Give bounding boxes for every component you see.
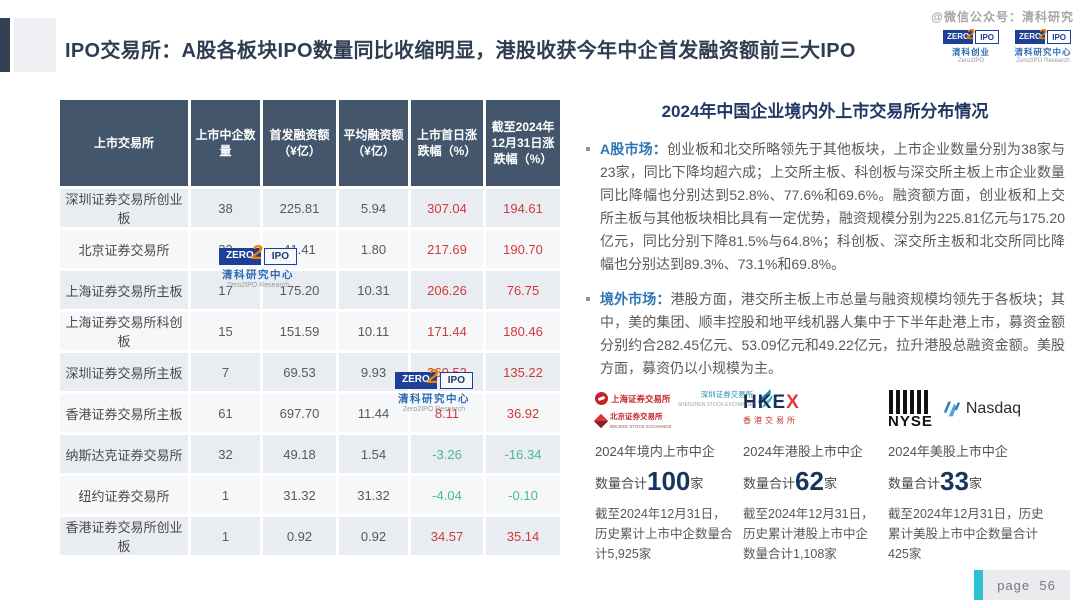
bse-logo: 北京证券交易所 BEIJING STOCK EXCHANGE [593, 412, 672, 430]
title-accent-bar [0, 18, 10, 72]
col-header-first-day: 上市首日涨跌幅（%） [411, 100, 483, 186]
bullet-text: 创业板和北交所略领先于其他板块，上市企业数量分别为38家与23家，同比下降均超六… [600, 141, 1065, 272]
stat-caption: 2024年港股上市中企 [743, 444, 863, 459]
stat-domestic: 上海证券交易所 深圳证券交易所 SHENZHEN STOCK EXCHANGE 北… [593, 383, 773, 564]
bullet-overseas: 境外市场：港股方面，港交所主板上市总量与融资规模均领先于各板块；其中，美的集团、… [585, 288, 1065, 380]
table-row: 深圳证券交易所创业板 38 225.81 5.94 307.04 194.61 [60, 189, 560, 227]
zero2ipo-logo-icon: ZERO IPO 2 [940, 26, 1002, 44]
page-number: page 56 [997, 577, 1056, 593]
nyse-logo-icon [889, 389, 932, 414]
table-row: 纳斯达克证券交易所 32 49.18 1.54 -3.26 -16.34 [60, 435, 560, 473]
stat-total: 数量合计62家 [743, 466, 837, 496]
domestic-exchange-logos: 上海证券交易所 深圳证券交易所 SHENZHEN STOCK EXCHANGE 北… [593, 383, 773, 435]
stat-caption: 2024年境内上市中企 [595, 444, 715, 459]
sse-logo: 上海证券交易所 [595, 392, 672, 405]
wechat-watermark: @微信公众号：清科研究 [931, 10, 1074, 24]
table-row: 北京证券交易所 23 41.41 1.80 217.69 190.70 [60, 230, 560, 268]
stat-us: NYSE Nasdaq 2024年美股上市中企 数量合计33家 截至2024年1… [888, 383, 1065, 564]
panel-title: 2024年中国企业境内外上市交易所分布情况 [661, 102, 989, 121]
table-header-row: 上市交易所 上市中企数量 首发融资额（¥亿） 平均融资额（¥亿） 上市首日涨跌幅… [60, 100, 560, 186]
bullet-label: A股市场： [600, 141, 667, 157]
stat-value: 100 [647, 466, 691, 496]
brand-en-label: Zero2IPO [957, 58, 984, 64]
bullet-marker-icon [586, 147, 590, 151]
zero2ipo-watermark: ZERO IPO 2 清科研究中心 Zero2IPO Research [388, 366, 480, 413]
watermark-en-label: Zero2IPO Research [226, 282, 290, 289]
bse-logo-icon [593, 413, 609, 428]
page-badge: page 56 [974, 570, 1070, 600]
brand-cn-label: 清科创业 [951, 47, 990, 57]
brand-badges: ZERO IPO 2 清科创业 Zero2IPO ZERO IPO 2 清科研究中心… [940, 26, 1074, 64]
zero2ipo-research-logo: ZERO IPO 2 清科研究中心 Zero2IPO Research [1012, 26, 1074, 64]
col-header-eoy: 截至2024年12月31日涨跌幅（%） [486, 100, 560, 186]
zero2ipo-logo-icon: ZERO IPO 2 [212, 242, 304, 265]
bullet-a-share: A股市场：创业板和北交所略领先于其他板块，上市企业数量分别为38家与23家，同比… [585, 138, 1065, 276]
stat-note: 截至2024年12月31日，历史累计港股上市中企数量合计1,108家 [743, 507, 874, 561]
col-header-avg: 平均融资额（¥亿） [339, 100, 408, 186]
table-row: 深圳证券交易所主板 7 69.53 9.93 360.53 135.22 [60, 353, 560, 391]
bullet-text: 港股方面，港交所主板上市总量与融资规模均领先于各板块；其中，美的集团、顺丰控股和… [600, 291, 1065, 376]
stat-note: 截至2024年12月31日，历史累计美股上市中企数量合计425家 [888, 507, 1044, 561]
brand-en-label: Zero2IPO Research [1016, 58, 1070, 64]
zero2ipo-logo-icon: ZERO IPO 2 [1012, 26, 1074, 44]
zero2ipo-watermark: ZERO IPO 2 清科研究中心 Zero2IPO Research [212, 242, 304, 289]
nasdaq-logo-icon [943, 401, 961, 417]
watermark-cn-label: 清科研究中心 [222, 269, 294, 281]
table-row: 纽约证券交易所 1 31.32 31.32 -4.04 -0.10 [60, 476, 560, 514]
table-row: 香港证券交易所创业板 1 0.92 0.92 34.57 35.14 [60, 517, 560, 555]
stat-value: 62 [795, 466, 824, 496]
nyse-logo: NYSE [888, 389, 933, 429]
us-exchange-logos: NYSE Nasdaq [888, 383, 1055, 435]
col-header-count: 上市中企数量 [191, 100, 260, 186]
watermark-en-label: Zero2IPO Research [402, 406, 466, 413]
stat-caption: 2024年美股上市中企 [888, 444, 1008, 459]
bullet-label: 境外市场： [600, 291, 671, 307]
bullet-list: A股市场：创业板和北交所略领先于其他板块，上市企业数量分别为38家与23家，同比… [585, 138, 1065, 380]
szse-logo: 深圳证券交易所 SHENZHEN STOCK EXCHANGE [678, 388, 773, 409]
analysis-panel: 2024年中国企业境内外上市交易所分布情况 A股市场：创业板和北交所略领先于其他… [585, 97, 1065, 392]
szse-logo-icon [758, 388, 773, 408]
listing-stats: 上海证券交易所 深圳证券交易所 SHENZHEN STOCK EXCHANGE 北… [593, 383, 1065, 564]
sse-logo-icon [595, 392, 608, 405]
stat-value: 33 [940, 466, 969, 496]
hkex-logo: HKEX 香港交易所 [743, 392, 800, 425]
stat-total: 数量合计33家 [888, 466, 982, 496]
zero2ipo-logo-icon: ZERO IPO 2 [388, 366, 480, 389]
title-accent-square [14, 18, 56, 72]
table-row: 上海证券交易所科创板 15 151.59 10.11 171.44 180.46 [60, 312, 560, 350]
hkex-logo-icon: HKEX [743, 392, 800, 413]
page-title: IPO交易所：A股各板块IPO数量同比收缩明显，港股收获今年中企首发融资额前三大… [65, 40, 856, 62]
brand-cn-label: 清科研究中心 [1014, 47, 1072, 57]
page-badge-accent [974, 570, 983, 600]
table-row: 香港证券交易所主板 61 697.70 11.44 8.11 36.92 [60, 394, 560, 432]
table-row: 上海证券交易所主板 17 175.20 10.31 206.26 76.75 [60, 271, 560, 309]
zero2ipo-ventures-logo: ZERO IPO 2 清科创业 Zero2IPO [940, 26, 1002, 64]
col-header-exchange: 上市交易所 [60, 100, 188, 186]
col-header-proceeds: 首发融资额（¥亿） [263, 100, 336, 186]
stat-note: 截至2024年12月31日，历史累计上市中企数量合计5,925家 [595, 507, 733, 561]
watermark-cn-label: 清科研究中心 [398, 393, 470, 405]
stat-total: 数量合计100家 [595, 466, 704, 496]
stat-hk: HKEX 香港交易所 2024年港股上市中企 数量合计62家 截至2024年12… [743, 383, 888, 564]
nasdaq-logo: Nasdaq [940, 398, 1021, 420]
ipo-exchange-table: 上市交易所 上市中企数量 首发融资额（¥亿） 平均融资额（¥亿） 上市首日涨跌幅… [57, 97, 563, 558]
bullet-marker-icon [586, 297, 590, 301]
